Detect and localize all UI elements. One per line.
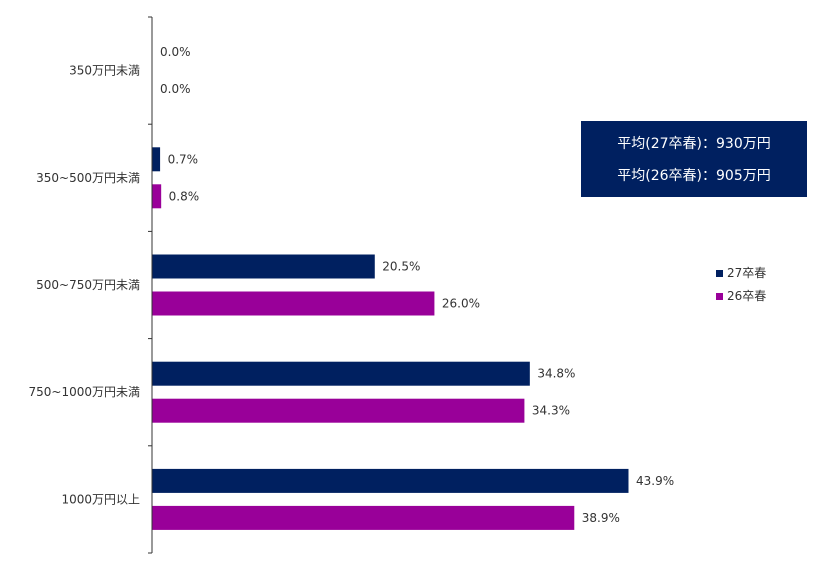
- data-label: 38.9%: [582, 511, 620, 525]
- bar-series1: [152, 147, 161, 172]
- bar-series2: [152, 291, 435, 316]
- bar-series1: [152, 468, 629, 493]
- category-label: 350~500万円未満: [36, 171, 140, 185]
- average-26-spring: 平均(26卒春)：905万円: [617, 168, 771, 184]
- data-label: 43.9%: [636, 474, 674, 488]
- bar-series1: [152, 254, 375, 279]
- bar-series2: [152, 505, 575, 530]
- average-salary-box: 平均(27卒春)：930万円 平均(26卒春)：905万円: [581, 121, 807, 197]
- category-label: 350万円未満: [69, 64, 140, 78]
- bar-series2: [152, 398, 525, 423]
- value-labels: 0.0% 0.0% 0.7% 0.8% 20.5% 26.0% 34.8% 34.3% 43.9…: [160, 45, 674, 525]
- category-labels: 350万円未満 350~500万円未満 500~750万円未満 750~1000万円未…: [29, 64, 141, 507]
- legend-swatch: [716, 293, 723, 300]
- data-label: 0.0%: [160, 45, 191, 59]
- data-label: 20.5%: [382, 260, 420, 274]
- bars: [152, 147, 629, 530]
- data-label: 34.3%: [532, 404, 570, 418]
- data-label: 34.8%: [537, 367, 575, 381]
- data-label: 0.7%: [168, 152, 199, 166]
- legend-swatch: [716, 270, 723, 277]
- category-label: 1000万円以上: [61, 492, 140, 506]
- legend-label: 26卒春: [727, 289, 766, 303]
- category-label: 750~1000万円未満: [29, 385, 141, 399]
- legend-label: 27卒春: [727, 266, 766, 280]
- average-27-spring: 平均(27卒春)：930万円: [617, 136, 771, 152]
- data-label: 0.8%: [169, 189, 200, 203]
- y-axis-ticks: [148, 16, 152, 554]
- legend: 27卒春 26卒春: [716, 266, 766, 303]
- category-label: 500~750万円未満: [36, 278, 140, 292]
- data-label: 26.0%: [442, 297, 480, 311]
- bar-series1: [152, 361, 530, 386]
- bar-series2: [152, 184, 162, 209]
- data-label: 0.0%: [160, 82, 191, 96]
